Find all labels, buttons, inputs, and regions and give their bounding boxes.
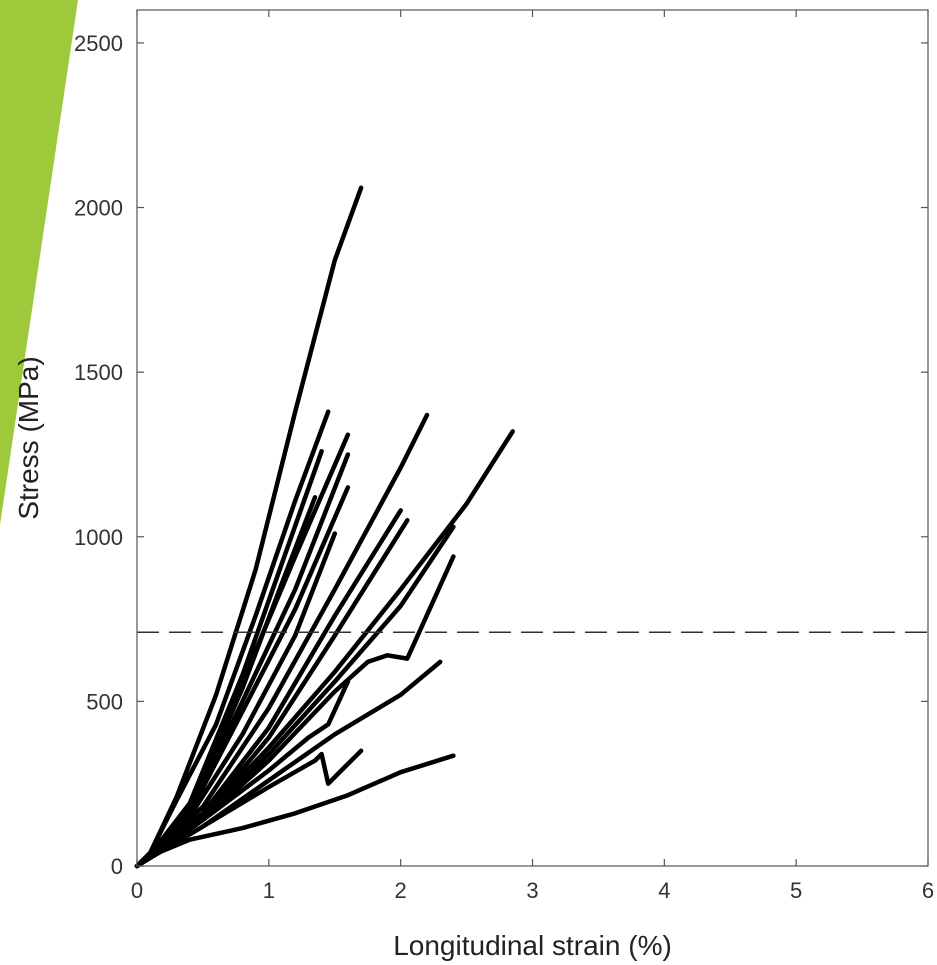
x-tick-label: 3	[526, 878, 538, 903]
plot-area-frame	[136, 9, 929, 867]
x-tick-label: 4	[658, 878, 670, 903]
green-accent-shape	[0, 0, 78, 525]
y-tick-label: 1500	[74, 360, 123, 385]
x-axis-tick-labels: 0 1 2 3 4 5 6	[131, 878, 934, 903]
y-tick-label: 2000	[74, 196, 123, 221]
x-axis-title: Longitudinal strain (%)	[393, 930, 672, 961]
y-tick-label: 1000	[74, 525, 123, 550]
y-tick-label: 0	[111, 854, 123, 879]
y-tick-label: 500	[86, 689, 123, 714]
x-tick-label: 6	[922, 878, 934, 903]
x-tick-label: 5	[790, 878, 802, 903]
y-axis-tick-labels: 0 500 1000 1500 2000 2500	[74, 31, 123, 879]
stress-curve-18	[134, 753, 456, 869]
x-tick-label: 2	[395, 878, 407, 903]
x-tick-label: 1	[263, 878, 275, 903]
axis-ticks	[136, 10, 929, 867]
data-curves	[134, 185, 515, 869]
x-tick-label: 0	[131, 878, 143, 903]
stress-curve-9	[134, 412, 430, 869]
y-tick-label: 2500	[74, 31, 123, 56]
y-axis-title: Stress (MPa)	[13, 356, 44, 519]
